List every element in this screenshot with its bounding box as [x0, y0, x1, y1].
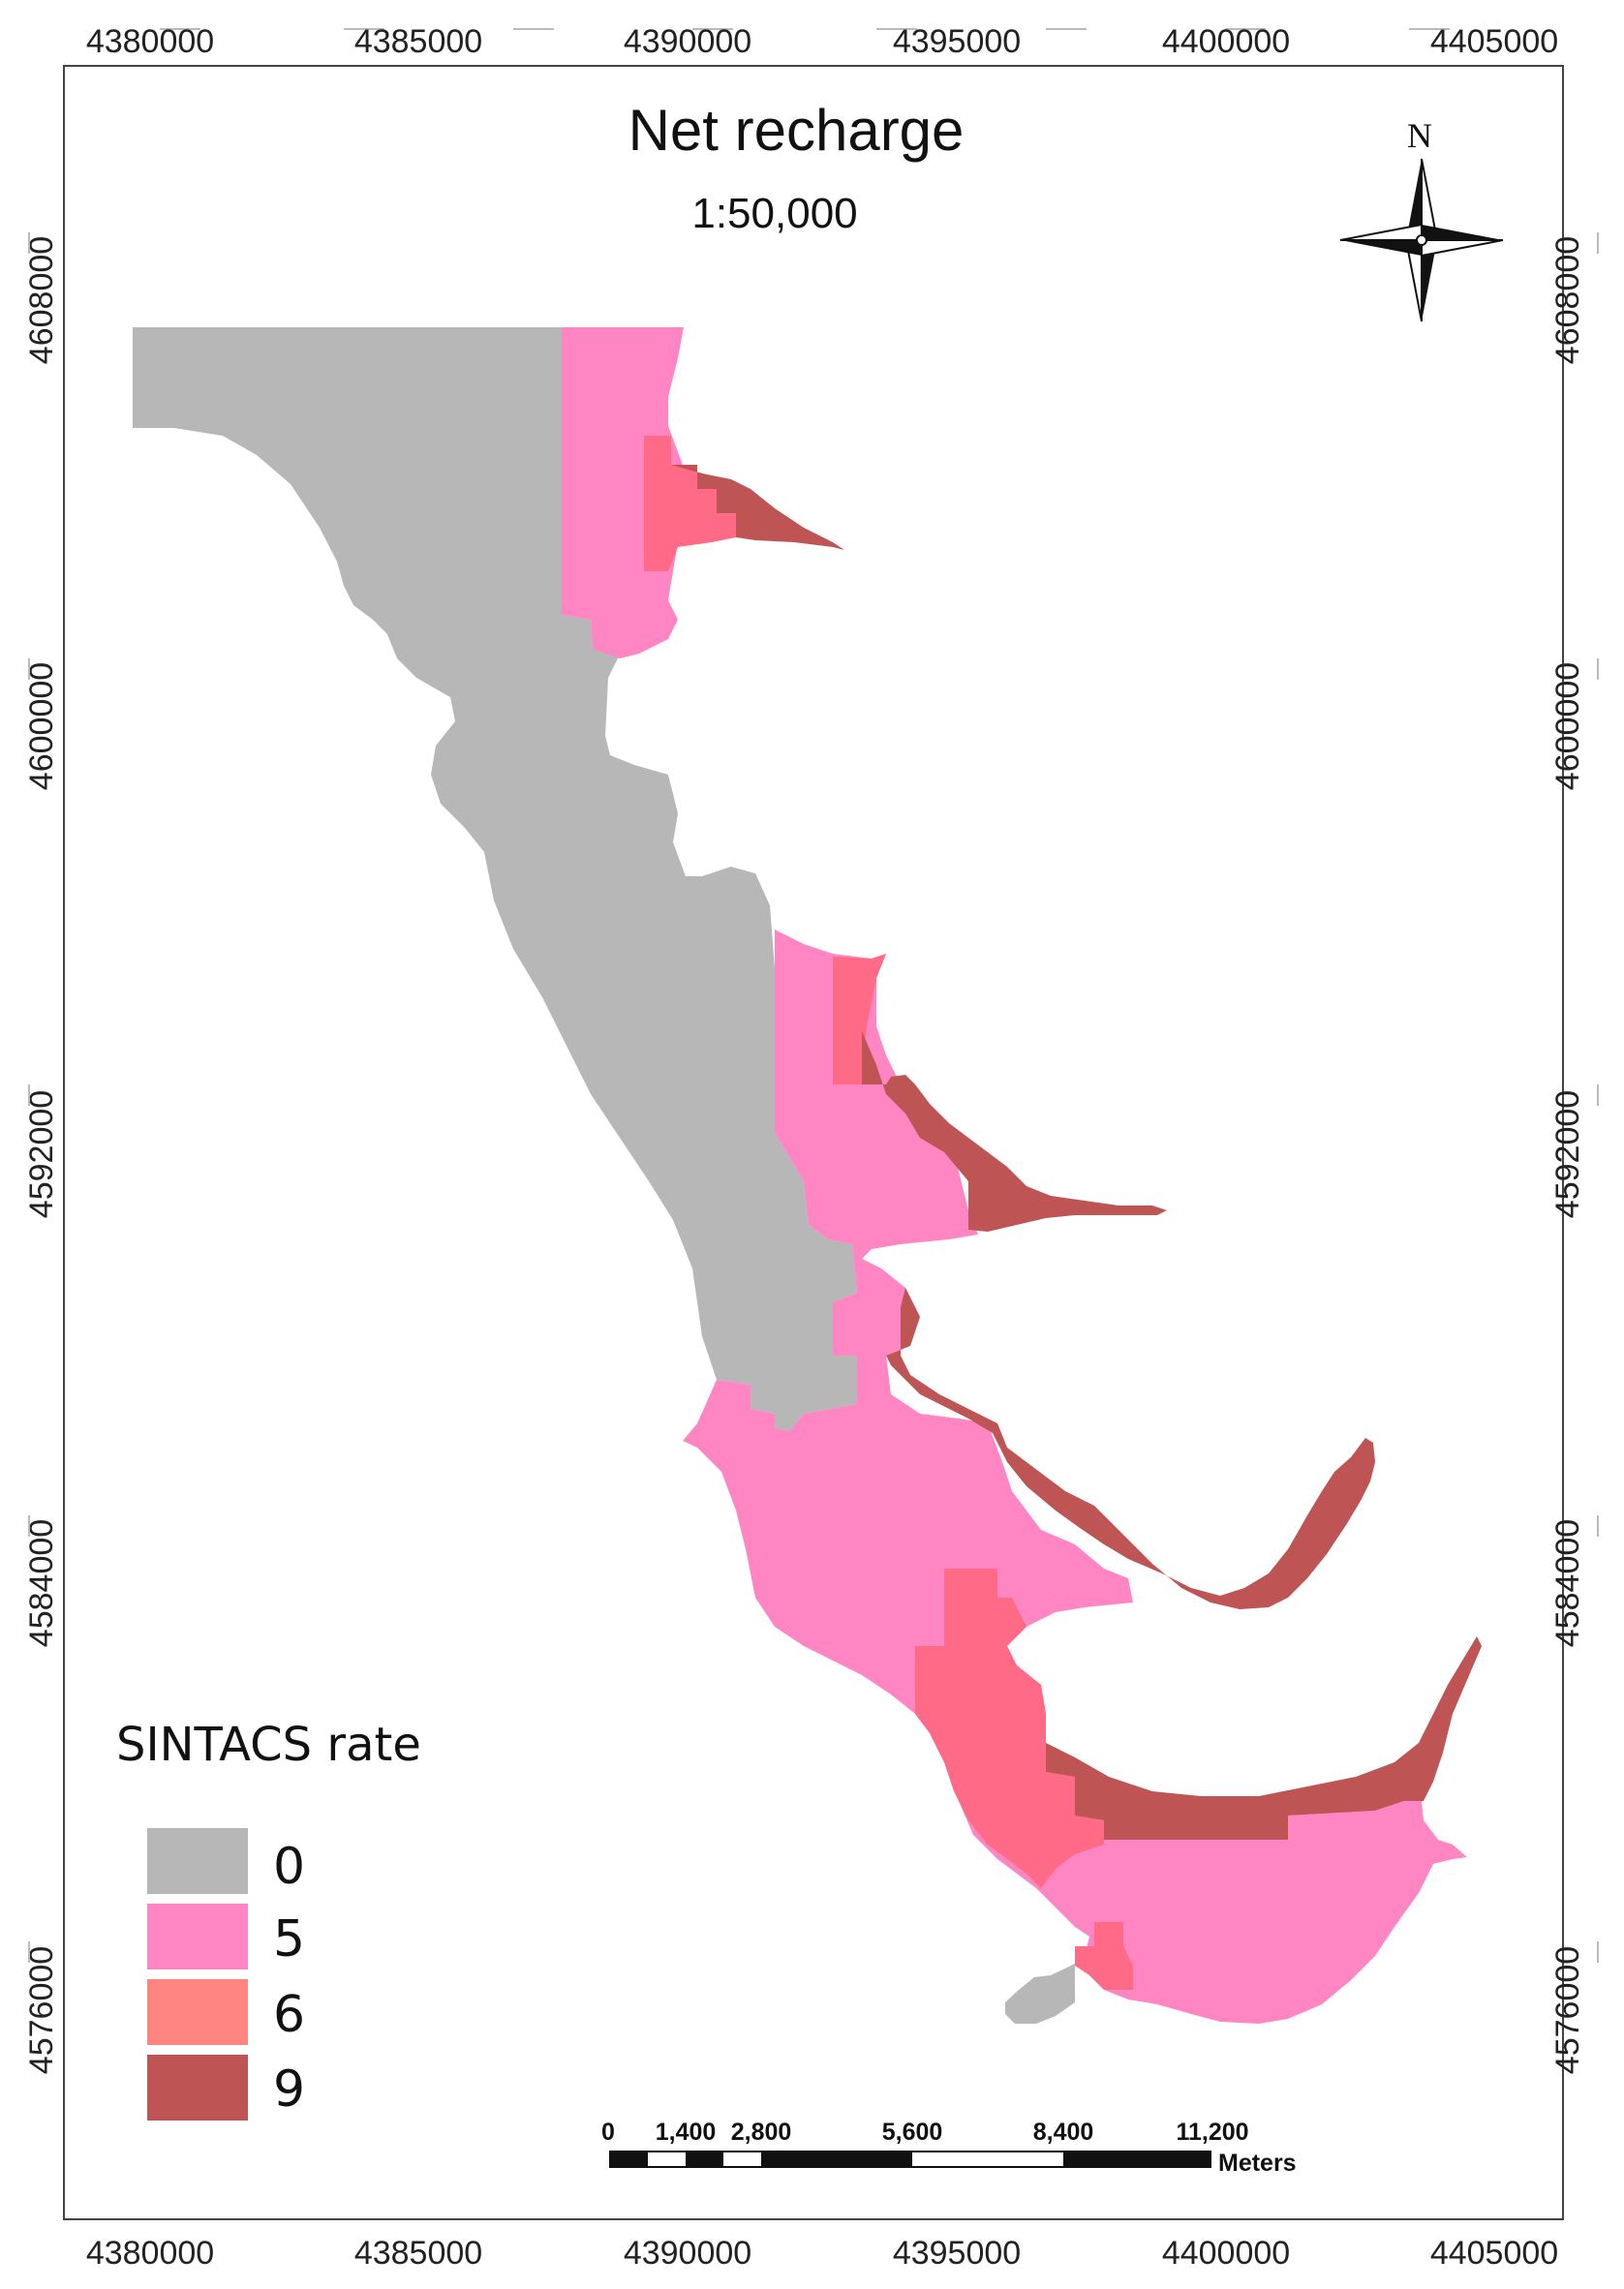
zone-rate-5	[683, 930, 1467, 2024]
zone-rate-9	[1046, 1636, 1482, 1840]
y-tick-label-right: 4608000	[1549, 236, 1586, 364]
side-ticks	[28, 232, 1599, 1963]
x-tick-label-bottom: 4380000	[86, 2235, 214, 2272]
x-tick-label-bottom: 4400000	[1162, 2235, 1290, 2272]
legend-label: 6	[273, 1986, 305, 2044]
zone-rate-6	[1075, 1922, 1133, 1990]
x-tick-label-bottom: 4395000	[893, 2235, 1021, 2272]
map-scale-ratio: 1:50,000	[691, 190, 857, 237]
zone-rate-6	[644, 436, 736, 571]
zone-rate-0	[133, 327, 857, 1431]
x-tick-label-top: 4395000	[893, 23, 1021, 60]
scale-bar: 0 1,400 2,800 5,600 8,400 11,200 Meters	[601, 2119, 1297, 2177]
y-tick-label-right: 4576000	[1549, 1946, 1586, 2074]
x-tick-label-top: 4390000	[624, 23, 751, 60]
y-axis-right: 4608000 4600000 4592000 4584000 4576000	[1549, 236, 1586, 2074]
y-tick-label-left: 4576000	[23, 1946, 60, 2074]
north-label: N	[1407, 116, 1432, 155]
y-tick-label-left: 4600000	[23, 662, 60, 790]
y-tick-label-right: 4592000	[1549, 1090, 1586, 1218]
zone-rate-6	[915, 1569, 1104, 1888]
zone-rate-0	[1005, 1964, 1075, 2024]
y-tick-label-right: 4600000	[1549, 662, 1586, 790]
scale-bar-label: 5,600	[882, 2119, 943, 2146]
zone-rate-6	[833, 954, 886, 1084]
recharge-zones	[133, 327, 1482, 2024]
north-arrow-icon: N	[1339, 116, 1504, 322]
x-axis-top: 4380000 4385000 4390000 4395000 4400000 …	[86, 23, 1558, 60]
legend-swatch	[147, 2055, 248, 2121]
scale-bar-label: 0	[601, 2119, 615, 2146]
x-tick-label-top: 4400000	[1162, 23, 1290, 60]
x-tick-label-bottom: 4390000	[624, 2235, 751, 2272]
scale-bar-label: 11,200	[1176, 2119, 1248, 2146]
scale-bar-label: 2,800	[731, 2119, 792, 2146]
y-tick-label-left: 4592000	[23, 1090, 60, 1218]
legend-swatch	[147, 1979, 248, 2045]
y-axis-left: 4608000 4600000 4592000 4584000 4576000	[23, 236, 60, 2074]
legend-swatch	[147, 1904, 248, 1969]
x-tick-label-top: 4405000	[1430, 23, 1558, 60]
y-tick-label-left: 4584000	[23, 1519, 60, 1647]
x-tick-label-top: 4380000	[86, 23, 214, 60]
y-tick-label-right: 4584000	[1549, 1519, 1586, 1647]
zone-rate-9	[671, 465, 844, 550]
zone-rate-9	[886, 1288, 1375, 1609]
x-tick-label-bottom: 4405000	[1430, 2235, 1558, 2272]
legend-label: 0	[273, 1838, 305, 1896]
scale-bar-label: 8,400	[1033, 2119, 1094, 2146]
map-title: Net recharge	[628, 98, 965, 163]
x-tick-label-top: 4385000	[354, 23, 482, 60]
x-axis-bottom: 4380000 4385000 4390000 4395000 4400000 …	[86, 2235, 1558, 2272]
zone-rate-5	[562, 327, 688, 658]
x-tick-label-bottom: 4385000	[354, 2235, 482, 2272]
legend-title: SINTACS rate	[116, 1718, 421, 1772]
legend-label: 9	[273, 2060, 305, 2119]
scale-bar-label: 1,400	[656, 2119, 717, 2146]
legend-label: 5	[273, 1910, 305, 1969]
legend: SINTACS rate 0 5 6 9	[116, 1718, 421, 2121]
scale-bar-unit: Meters	[1218, 2150, 1297, 2177]
zone-rate-9	[862, 1031, 1167, 1232]
legend-swatch	[147, 1828, 248, 1894]
y-tick-label-left: 4608000	[23, 236, 60, 364]
